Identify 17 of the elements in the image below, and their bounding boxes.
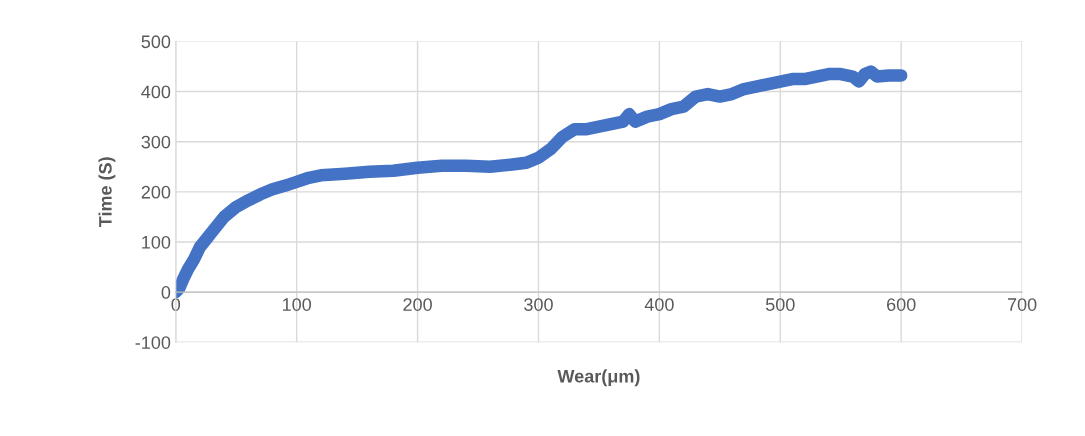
y-tick-label: 100: [142, 235, 171, 249]
x-axis-title: Wear(μm): [557, 369, 640, 387]
x-tick-label: 500: [765, 298, 795, 311]
x-tick-label: 400: [644, 298, 674, 311]
y-tick-label: 500: [141, 35, 171, 49]
y-tick-label: 0: [161, 286, 171, 299]
x-tick-label: 700: [1007, 298, 1037, 311]
y-axis-title: Time (S): [98, 157, 116, 228]
x-tick-label: 300: [524, 298, 553, 311]
y-tick-label: -100: [135, 336, 171, 349]
y-tick-label: 400: [141, 85, 171, 99]
y-tick-label: 300: [141, 135, 171, 149]
x-tick-label: 200: [403, 298, 432, 311]
y-tick-label: 200: [141, 185, 171, 199]
x-tick-label: 0: [171, 298, 181, 311]
x-tick-label: 100: [282, 298, 312, 311]
x-tick-label: 600: [887, 298, 916, 311]
